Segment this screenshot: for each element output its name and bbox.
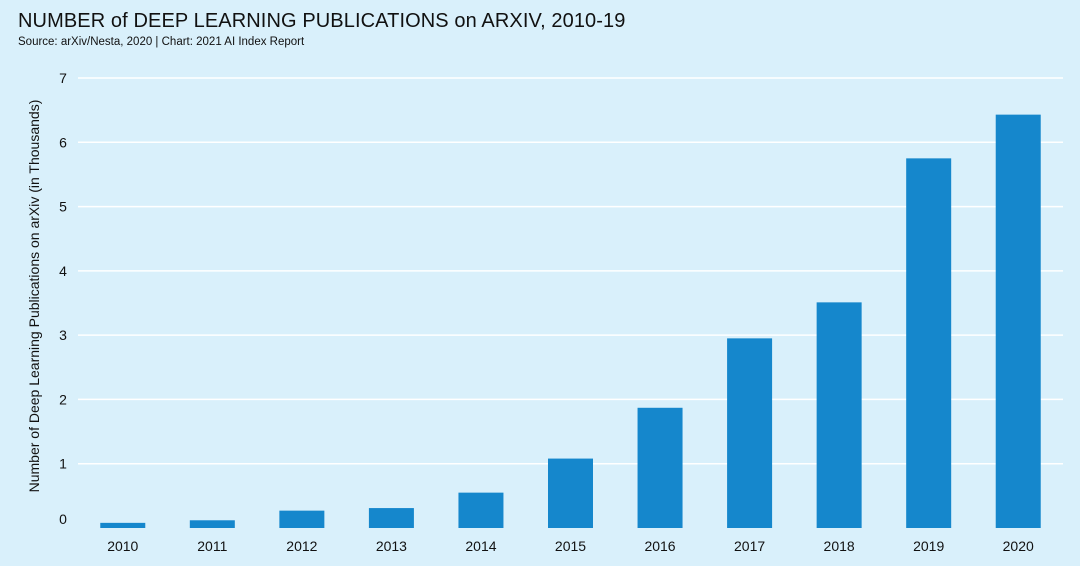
y-tick-label: 5 (59, 199, 67, 215)
bar-2015 (548, 458, 593, 528)
x-tick-label: 2016 (644, 538, 675, 554)
bar-2019 (906, 158, 952, 528)
x-tick-label: 2019 (913, 538, 944, 554)
y-axis-ticks: 0 1 2 3 4 5 6 7 (59, 70, 67, 527)
x-tick-label: 2020 (1003, 538, 1034, 554)
x-tick-label: 2015 (555, 538, 586, 554)
bar-2010 (100, 522, 146, 528)
y-tick-label: 2 (59, 391, 67, 407)
bar-2016 (637, 407, 683, 528)
gridlines (78, 77, 1063, 465)
y-tick-label: 0 (59, 511, 67, 527)
x-tick-label: 2014 (465, 538, 496, 554)
bar-2018 (816, 302, 862, 528)
x-tick-label: 2012 (286, 538, 317, 554)
y-tick-label: 6 (59, 134, 67, 150)
bar-2017 (727, 338, 773, 528)
bars (100, 114, 1041, 529)
bar-2011 (189, 520, 235, 528)
x-tick-label: 2013 (376, 538, 407, 554)
bar-2012 (279, 510, 325, 528)
bar-2020 (995, 114, 1041, 529)
bar-2014 (458, 492, 504, 528)
chart-title: NUMBER of DEEP LEARNING PUBLICATIONS on … (18, 10, 626, 32)
y-tick-label: 4 (59, 263, 67, 279)
x-tick-label: 2018 (824, 538, 855, 554)
bar-2013 (368, 508, 414, 528)
y-tick-label: 1 (59, 456, 67, 472)
x-tick-label: 2011 (197, 538, 227, 554)
chart-subtitle: Source: arXiv/Nesta, 2020 | Chart: 2021 … (18, 36, 305, 48)
x-tick-label: 2017 (734, 538, 765, 554)
x-axis-ticks: 2010 2011 2012 2013 2014 2015 2016 2017 2018 2019… (107, 538, 1034, 554)
y-tick-label: 3 (59, 327, 67, 343)
y-tick-label: 7 (59, 70, 67, 86)
x-tick-label: 2010 (107, 538, 138, 554)
